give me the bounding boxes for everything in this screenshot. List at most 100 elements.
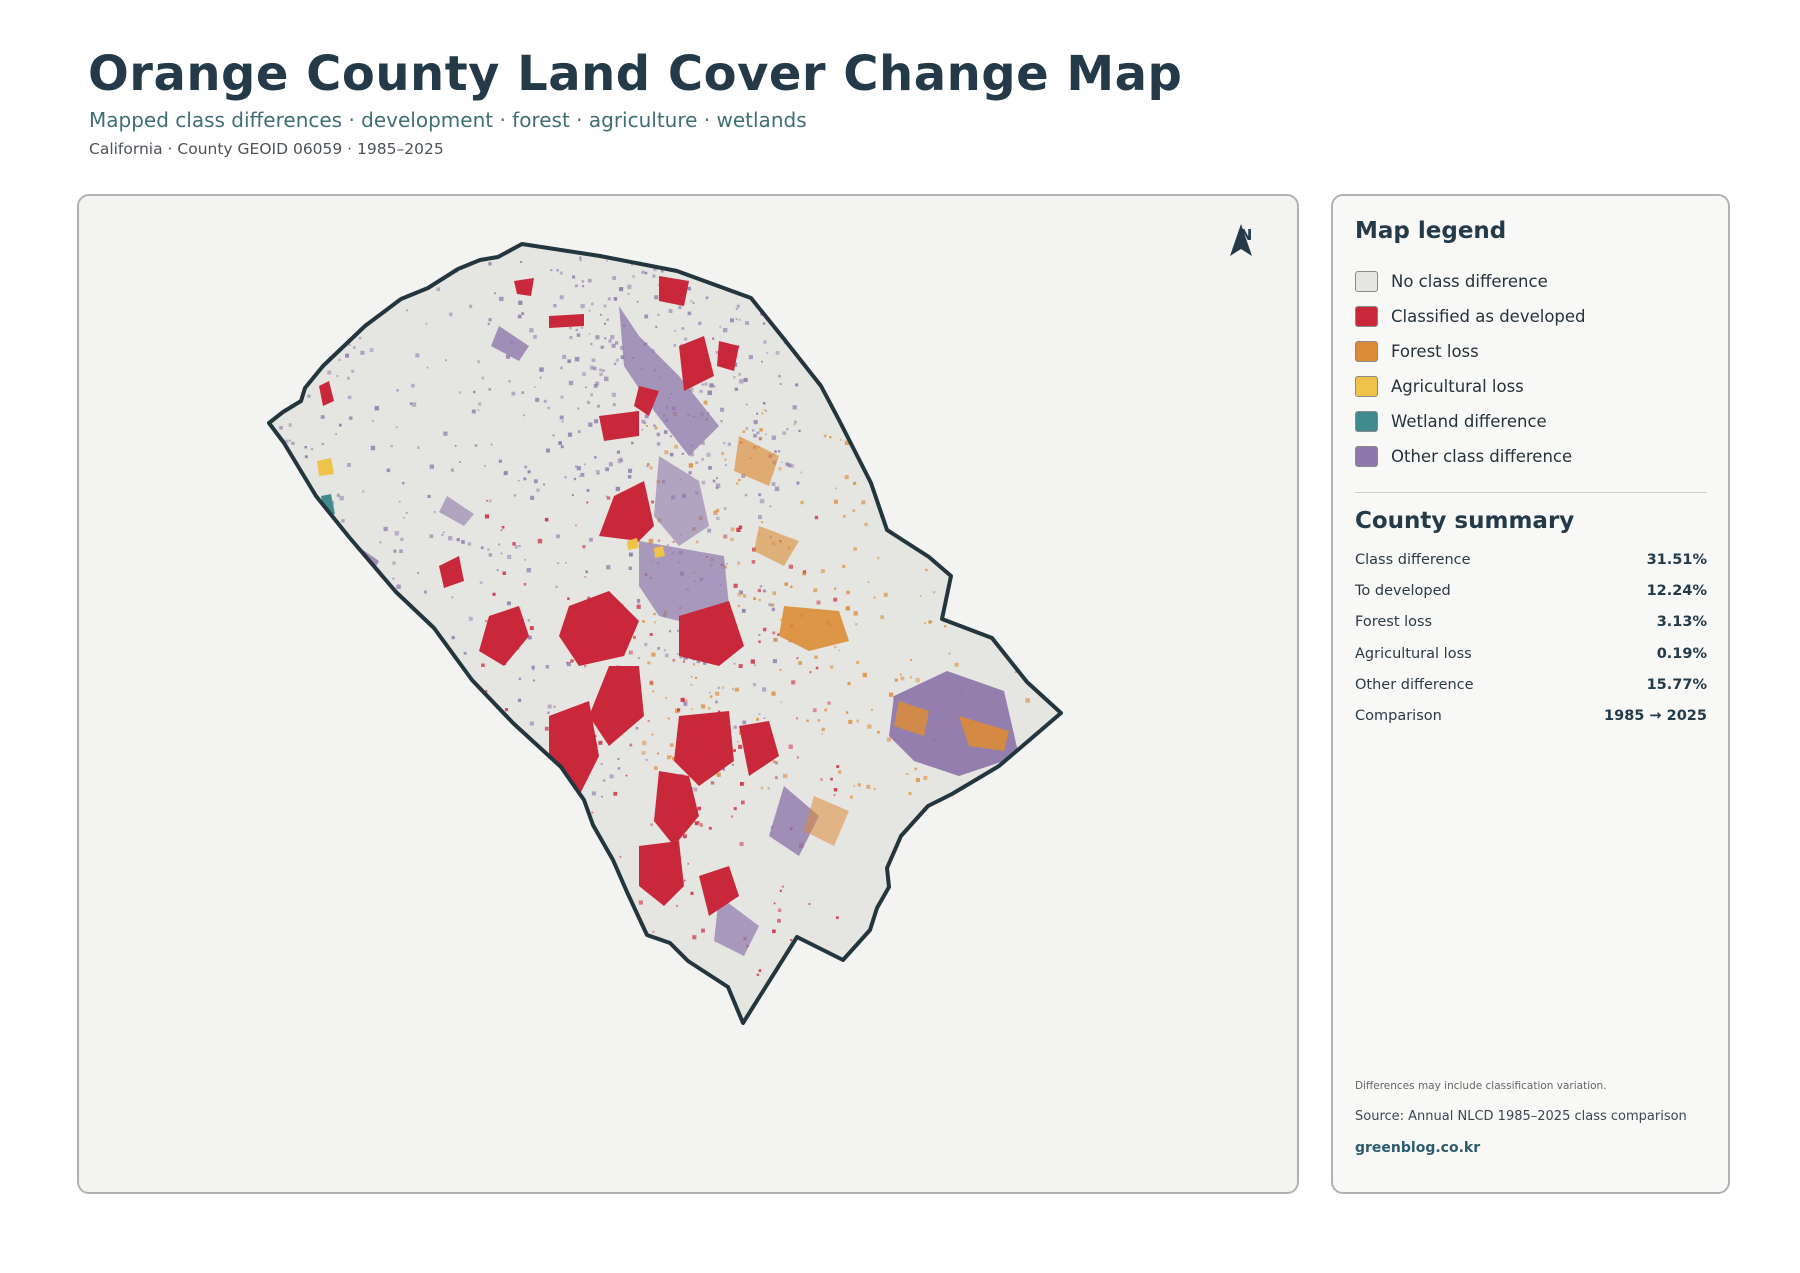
change-pixel (340, 749, 343, 752)
change-pixel (677, 629, 679, 632)
change-pixel (477, 728, 481, 732)
change-pixel (715, 700, 718, 704)
change-pixel (359, 755, 365, 761)
change-pixel (467, 754, 472, 758)
change-pixel (736, 527, 741, 532)
change-pixel (670, 755, 673, 758)
change-pixel (655, 325, 658, 328)
change-pixel (523, 477, 527, 481)
change-pixel (641, 270, 645, 274)
change-pixel (656, 432, 661, 437)
map-panel[interactable]: N (77, 194, 1299, 1194)
change-pixel (372, 718, 376, 722)
change-pixel (980, 513, 983, 516)
change-pixel (933, 591, 936, 594)
change-pixel (374, 406, 379, 411)
change-pixel (776, 316, 779, 320)
change-pixel (759, 585, 763, 588)
change-pixel (347, 395, 352, 400)
change-pixel (559, 295, 564, 300)
change-pixel (507, 554, 512, 559)
change-pixel (358, 264, 363, 269)
change-pixel (520, 261, 523, 263)
change-pixel (948, 652, 951, 655)
change-pixel (527, 635, 532, 640)
change-pixel (367, 283, 372, 288)
change-pixel (862, 672, 867, 678)
change-pixel (738, 478, 741, 482)
change-pixel (426, 366, 429, 369)
change-pixel (739, 590, 743, 595)
change-pixel (676, 653, 679, 655)
change-pixel (521, 312, 525, 316)
change-pixel (637, 657, 641, 660)
change-pixel (546, 448, 550, 453)
change-pixel (906, 773, 909, 775)
change-pixel (378, 678, 381, 681)
change-pixel (324, 657, 329, 661)
change-pixel (559, 271, 563, 275)
site-link[interactable]: greenblog.co.kr (1355, 1140, 1481, 1156)
change-pixel (925, 568, 928, 572)
change-pixel (992, 516, 997, 520)
change-pixel (597, 404, 600, 408)
change-pixel (786, 428, 789, 431)
change-pixel (279, 426, 283, 430)
change-pixel (567, 432, 573, 437)
change-pixel (577, 407, 580, 410)
change-pixel (722, 281, 726, 285)
change-pixel (425, 322, 428, 325)
change-pixel (697, 821, 700, 824)
change-pixel (784, 582, 788, 586)
change-pixel (566, 932, 568, 935)
change-pixel (955, 416, 958, 419)
change-pixel (848, 719, 853, 724)
change-pixel (791, 680, 796, 685)
change-pixel (727, 442, 731, 446)
change-pixel (556, 534, 560, 539)
change-pixel (317, 315, 320, 318)
change-pixel (980, 496, 983, 499)
change-pixel (847, 682, 851, 686)
change-pixel (610, 335, 615, 340)
change-pixel (324, 296, 329, 301)
change-pixel (734, 387, 738, 391)
change-pixel (382, 638, 385, 641)
change-pixel (971, 513, 975, 518)
change-pixel (880, 615, 884, 619)
change-pixel (786, 326, 790, 330)
change-pixel (433, 511, 436, 514)
change-pixel (602, 779, 606, 782)
change-pixel (758, 633, 761, 636)
change-pixel (763, 409, 766, 411)
change-pixel (785, 280, 790, 285)
change-pixel (703, 661, 707, 665)
change-pixel (292, 516, 297, 521)
change-pixel (706, 452, 711, 457)
change-pixel (857, 783, 861, 787)
change-pixel (386, 468, 391, 473)
change-pixel (721, 686, 725, 689)
change-pixel (410, 763, 412, 766)
change-pixel (341, 519, 345, 523)
change-pixel (834, 587, 837, 590)
change-pixel (867, 724, 872, 729)
change-pixel (708, 707, 711, 710)
change-pixel (910, 659, 913, 661)
change-pixel (660, 261, 664, 266)
change-pixel (558, 441, 562, 445)
change-pixel (345, 353, 349, 358)
other-difference-patches (357, 306, 1019, 956)
change-pixel (821, 732, 824, 735)
change-pixel (623, 952, 628, 957)
change-pixel (599, 313, 602, 316)
county-map[interactable] (79, 196, 1299, 1194)
change-pixel (715, 351, 719, 354)
change-pixel (712, 479, 716, 483)
change-pixel (584, 463, 586, 466)
change-pixel (627, 284, 632, 290)
change-pixel (456, 538, 460, 542)
change-pixel (631, 441, 634, 445)
change-pixel (657, 752, 659, 755)
change-pixel (794, 955, 799, 959)
